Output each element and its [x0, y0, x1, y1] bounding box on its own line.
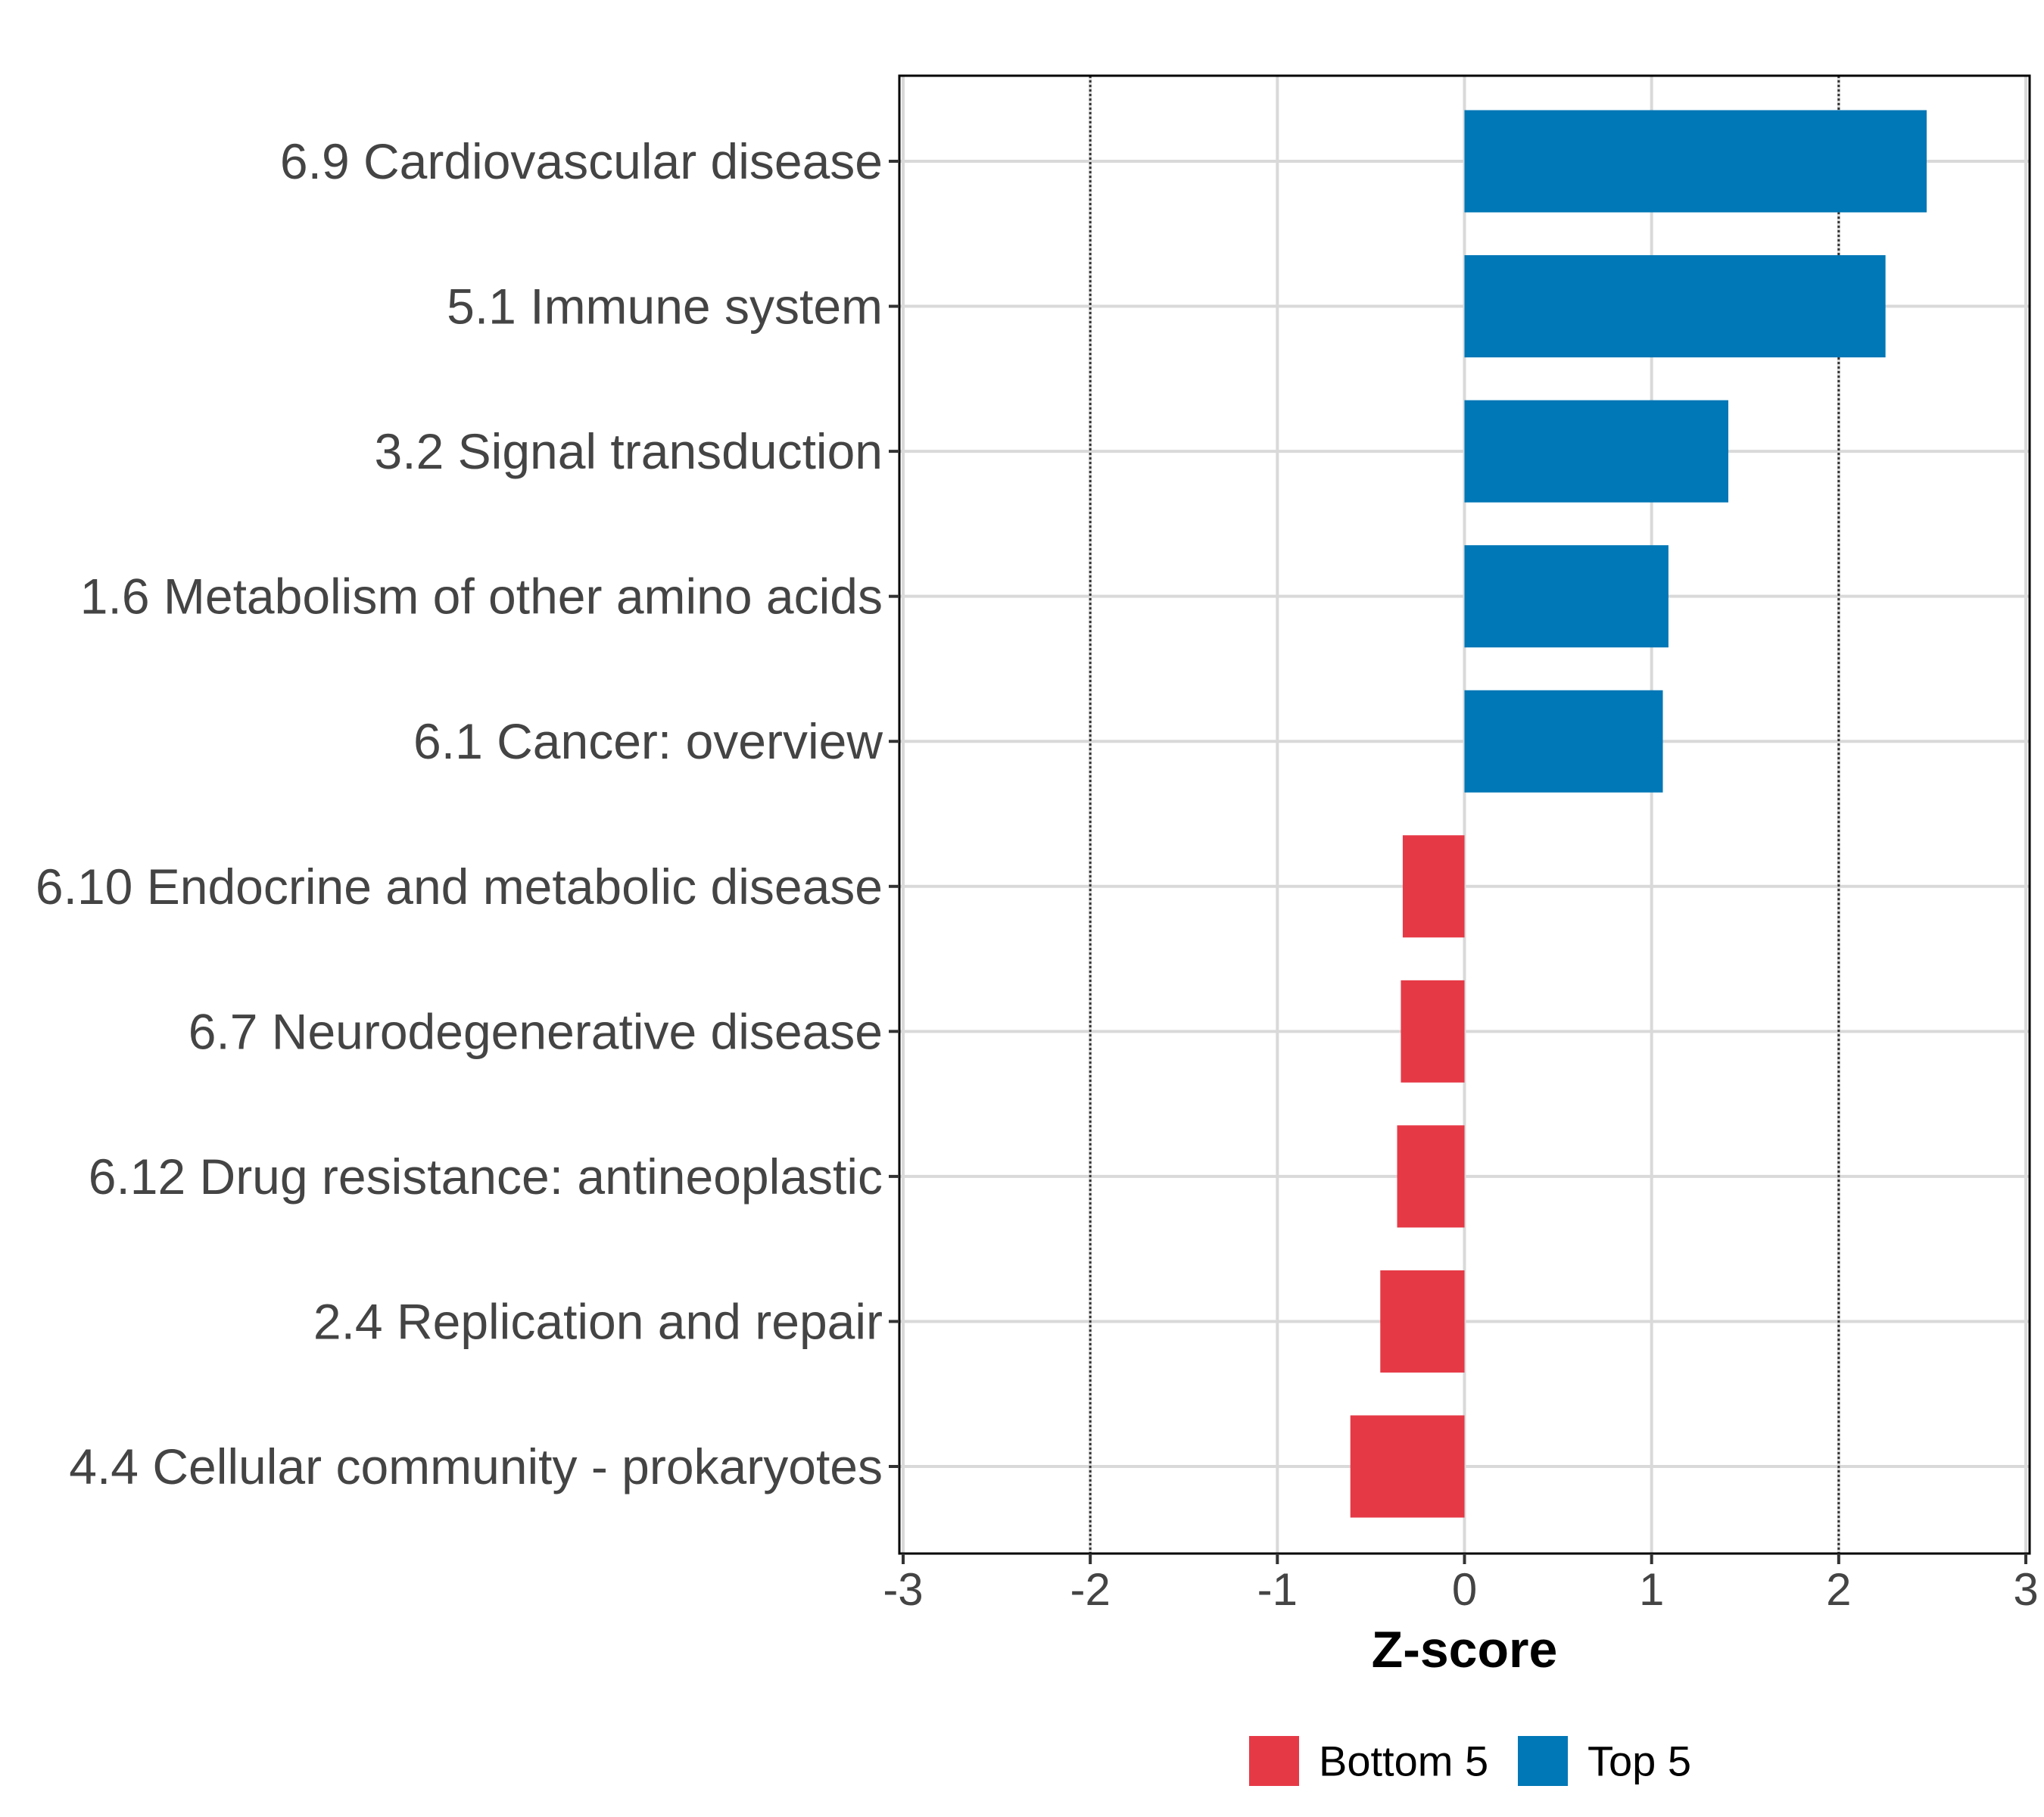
legend-swatch [1518, 1736, 1568, 1786]
x-tick-label: -2 [1070, 1564, 1110, 1615]
x-tick-label: -1 [1257, 1564, 1298, 1615]
y-tick-label: 6.7 Neurodegenerative disease [189, 1003, 883, 1059]
bar [1464, 110, 1927, 213]
bars [1350, 110, 1927, 1518]
y-tick-label: 6.10 Endocrine and metabolic disease [36, 859, 883, 915]
x-axis: -3 -2 -1 0 1 2 3 [883, 1554, 2039, 1615]
x-tick-label: 0 [1452, 1564, 1477, 1615]
y-tick-label: 1.6 Metabolism of other amino acids [80, 569, 883, 625]
y-tick-label: 6.12 Drug resistance: antineoplastic [89, 1148, 883, 1205]
bar [1401, 980, 1465, 1083]
y-tick-label: 6.9 Cardiovascular disease [280, 133, 883, 189]
y-axis: 6.9 Cardiovascular disease 5.1 Immune sys… [36, 133, 899, 1494]
bar [1380, 1270, 1465, 1373]
bar [1464, 545, 1669, 648]
legend-swatch [1249, 1736, 1299, 1786]
bar [1350, 1415, 1465, 1518]
y-tick-label: 3.2 Signal transduction [375, 423, 883, 479]
y-tick-label: 4.4 Cellular community - prokaryotes [69, 1438, 883, 1494]
legend-label: Bottom 5 [1319, 1738, 1488, 1785]
legend: Bottom 5 Top 5 [1249, 1736, 1691, 1786]
x-tick-label: 3 [2013, 1564, 2038, 1615]
x-axis-title: Z-score [1372, 1621, 1558, 1678]
y-tick-label: 5.1 Immune system [447, 279, 883, 335]
x-tick-label: 2 [1826, 1564, 1851, 1615]
x-tick-label: -3 [883, 1564, 923, 1615]
bar [1402, 835, 1465, 938]
legend-label: Top 5 [1588, 1738, 1691, 1785]
bar [1464, 690, 1663, 793]
bar [1464, 255, 1886, 358]
y-tick-label: 2.4 Replication and repair [313, 1293, 883, 1349]
bar [1464, 400, 1729, 503]
x-tick-label: 1 [1639, 1564, 1664, 1615]
bar [1397, 1125, 1465, 1228]
y-tick-label: 6.1 Cancer: overview [413, 713, 883, 769]
